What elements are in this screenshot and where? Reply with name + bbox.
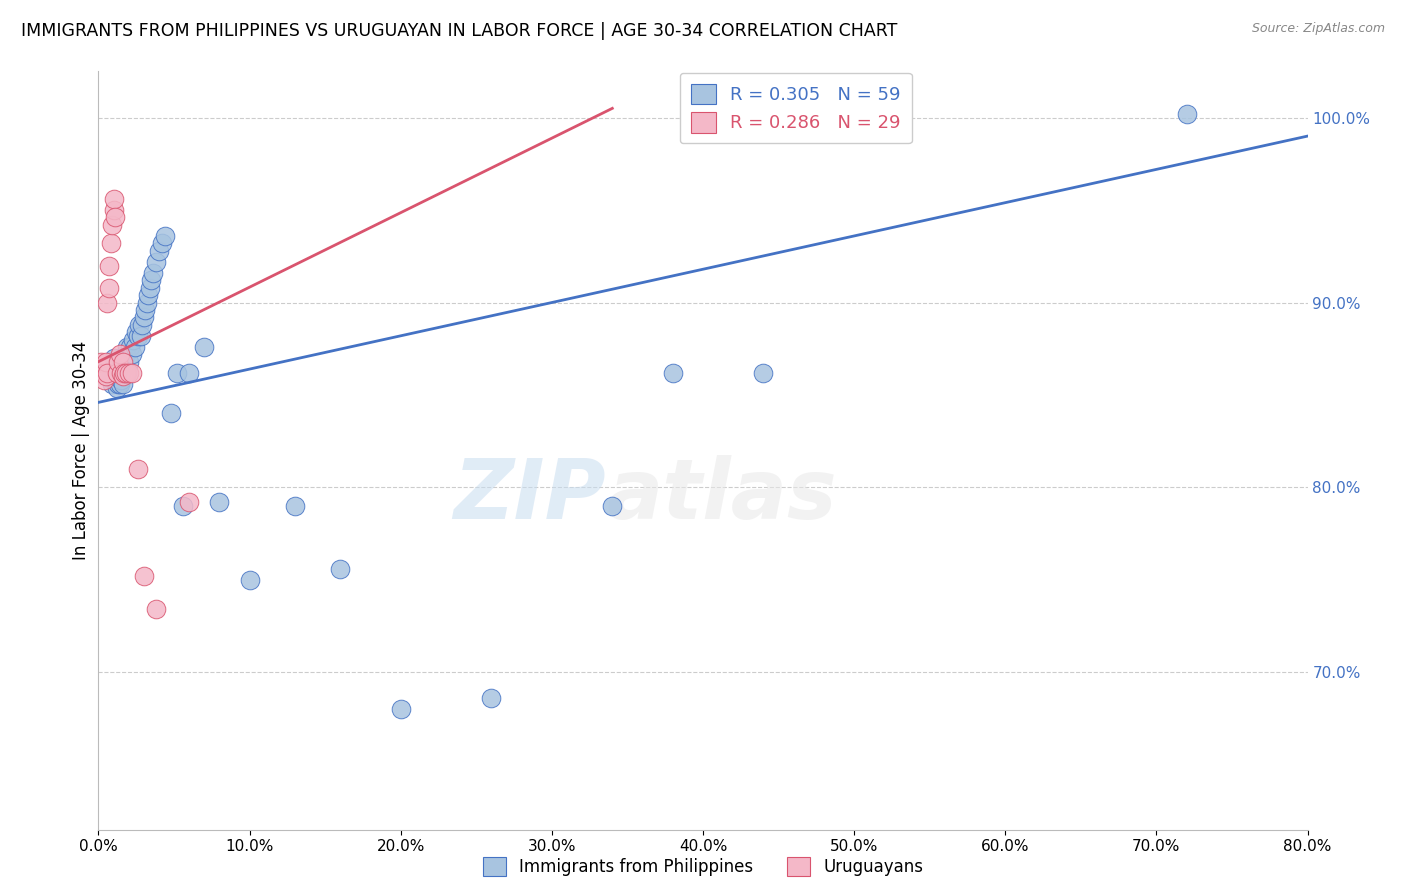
- Point: [110, 366, 132, 380]
- Point: [90, 354, 112, 368]
- Point: [131, 318, 153, 332]
- Point: [96, 366, 118, 380]
- Point: [112, 366, 135, 380]
- Point: [94, 354, 117, 368]
- Point: [284, 499, 307, 513]
- Point: [179, 495, 201, 509]
- Point: [121, 366, 143, 380]
- Point: [104, 362, 127, 376]
- Point: [103, 366, 125, 380]
- Point: [128, 318, 150, 332]
- Point: [98, 259, 121, 273]
- Point: [105, 366, 128, 380]
- Point: [120, 340, 142, 354]
- Point: [100, 236, 122, 251]
- Text: IMMIGRANTS FROM PHILIPPINES VS URUGUAYAN IN LABOR FORCE | AGE 30-34 CORRELATION : IMMIGRANTS FROM PHILIPPINES VS URUGUAYAN…: [21, 22, 897, 40]
- Point: [132, 569, 155, 583]
- Point: [661, 366, 683, 380]
- Point: [101, 373, 124, 387]
- Point: [105, 381, 128, 395]
- Legend: R = 0.305   N = 59, R = 0.286   N = 29: R = 0.305 N = 59, R = 0.286 N = 29: [679, 73, 911, 144]
- Point: [101, 376, 124, 391]
- Point: [89, 366, 111, 380]
- Point: [125, 325, 148, 339]
- Point: [118, 366, 141, 380]
- Point: [142, 266, 165, 280]
- Point: [141, 273, 163, 287]
- Point: [124, 340, 146, 354]
- Point: [122, 333, 145, 347]
- Point: [481, 691, 503, 706]
- Point: [103, 192, 125, 206]
- Point: [239, 573, 262, 587]
- Point: [98, 281, 121, 295]
- Point: [103, 202, 125, 217]
- Point: [153, 229, 176, 244]
- Point: [114, 347, 136, 361]
- Y-axis label: In Labor Force | Age 30-34: In Labor Force | Age 30-34: [72, 341, 90, 560]
- Point: [110, 366, 132, 380]
- Point: [139, 281, 162, 295]
- Point: [110, 354, 132, 368]
- Point: [134, 302, 156, 317]
- Point: [150, 236, 173, 251]
- Point: [103, 351, 125, 365]
- Point: [1175, 107, 1198, 121]
- Point: [136, 288, 159, 302]
- Point: [94, 369, 117, 384]
- Point: [118, 354, 141, 368]
- Point: [111, 354, 134, 368]
- Legend: Immigrants from Philippines, Uruguayans: Immigrants from Philippines, Uruguayans: [477, 850, 929, 883]
- Point: [91, 366, 114, 380]
- Point: [166, 366, 188, 380]
- Point: [107, 366, 129, 380]
- Point: [101, 218, 124, 232]
- Point: [115, 340, 138, 354]
- Point: [114, 366, 136, 380]
- Point: [100, 366, 122, 380]
- Point: [145, 602, 167, 616]
- Point: [602, 499, 624, 513]
- Point: [111, 369, 134, 384]
- Point: [103, 373, 125, 387]
- Point: [104, 211, 127, 225]
- Text: Source: ZipAtlas.com: Source: ZipAtlas.com: [1251, 22, 1385, 36]
- Point: [112, 366, 135, 380]
- Point: [104, 373, 127, 387]
- Point: [96, 295, 118, 310]
- Point: [111, 376, 134, 391]
- Point: [172, 499, 194, 513]
- Point: [110, 373, 132, 387]
- Text: atlas: atlas: [606, 456, 837, 536]
- Point: [160, 407, 183, 421]
- Text: ZIP: ZIP: [454, 456, 606, 536]
- Point: [179, 366, 201, 380]
- Point: [127, 462, 149, 476]
- Point: [208, 495, 231, 509]
- Point: [105, 366, 128, 380]
- Point: [329, 562, 352, 576]
- Point: [93, 373, 115, 387]
- Point: [115, 366, 138, 380]
- Point: [148, 244, 170, 258]
- Point: [193, 340, 215, 354]
- Point: [111, 362, 134, 376]
- Point: [108, 376, 131, 391]
- Point: [108, 362, 131, 376]
- Point: [145, 255, 167, 269]
- Point: [127, 328, 149, 343]
- Point: [107, 376, 129, 391]
- Point: [107, 354, 129, 368]
- Point: [752, 366, 775, 380]
- Point: [135, 295, 157, 310]
- Point: [129, 328, 152, 343]
- Point: [389, 702, 412, 716]
- Point: [132, 310, 155, 325]
- Point: [108, 347, 131, 361]
- Point: [121, 347, 143, 361]
